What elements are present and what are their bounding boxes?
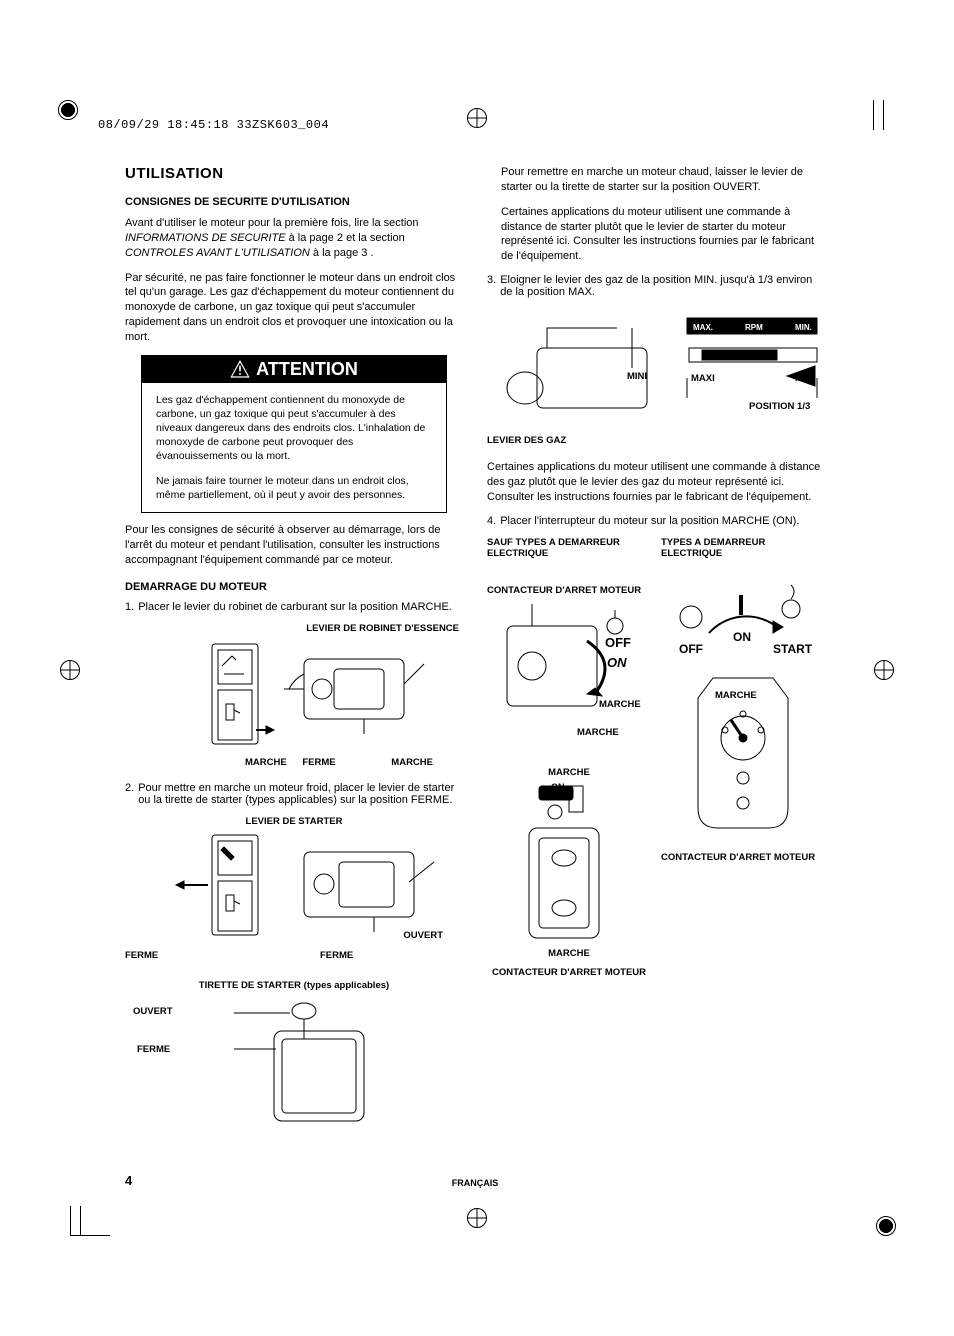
crop-bl	[70, 1206, 120, 1236]
page-title: UTILISATION	[125, 165, 463, 182]
warning-icon	[230, 360, 250, 378]
solid-mark-br	[876, 1216, 896, 1236]
switch-col-left: SAUF TYPES A DEMARREUR ELECTRIQUE CONTAC…	[487, 537, 651, 978]
step-4: 4. Placer l'interrupteur du moteur sur l…	[487, 515, 825, 527]
register-mark-right	[874, 660, 894, 680]
fig3-title: TIRETTE DE STARTER (types applicables)	[125, 980, 463, 991]
intro-paragraph: Avant d'utiliser le moteur pour la premi…	[125, 216, 463, 261]
right-column: Pour remettre en marche un moteur chaud,…	[487, 165, 825, 1148]
page-number: 4	[125, 1173, 132, 1188]
attention-body: Les gaz d'échappement contiennent du mon…	[142, 383, 446, 512]
attention-p1: Les gaz d'échappement contiennent du mon…	[156, 393, 432, 464]
step-1: 1. Placer le levier du robinet de carbur…	[125, 601, 463, 613]
consignes-p2: Pour les consignes de sécurité à observe…	[125, 523, 463, 568]
switch-columns: SAUF TYPES A DEMARREUR ELECTRIQUE CONTAC…	[487, 537, 825, 978]
fig1-caption: LEVIER DE ROBINET D'ESSENCE	[125, 623, 459, 634]
section-consignes: CONSIGNES DE SECURITE D'UTILISATION	[125, 196, 463, 208]
crop-tr	[834, 100, 884, 130]
section-demarrage: DEMARRAGE DU MOTEUR	[125, 581, 463, 593]
p-remettre: Pour remettre en marche un moteur chaud,…	[501, 165, 825, 195]
page-content: UTILISATION CONSIGNES DE SECURITE D'UTIL…	[125, 165, 825, 1148]
p-apps1: Certaines applications du moteur utilise…	[501, 205, 825, 264]
figure-starter-pull: TIRETTE DE STARTER (types applicables) O…	[125, 980, 463, 1134]
safety-paragraph: Par sécurité, ne pas faire fonctionner l…	[125, 271, 463, 345]
register-mark-left	[60, 660, 80, 680]
rocker-switch-illustration	[509, 778, 629, 948]
throttle-caption: LEVIER DES GAZ	[487, 435, 825, 446]
step-3: 3. Eloigner le levier des gaz de la posi…	[487, 274, 825, 298]
register-mark-top	[467, 108, 487, 128]
figure-starter-lever: LEVIER DE STARTER FERME OUVERT FERME	[125, 816, 463, 966]
step-2: 2. Pour mettre en marche un moteur froid…	[125, 782, 463, 806]
switch-col-right: TYPES A DEMARREUR ELECTRIQUE OFF ON STAR…	[661, 537, 825, 978]
page-footer: 4 FRANÇAIS	[125, 1173, 825, 1188]
attention-box: ATTENTION Les gaz d'échappement contienn…	[141, 355, 447, 513]
p-apps2: Certaines applications du moteur utilise…	[487, 460, 825, 505]
fig2-caption: LEVIER DE STARTER	[125, 816, 463, 827]
starter-pull-illustration	[194, 991, 394, 1131]
left-column: UTILISATION CONSIGNES DE SECURITE D'UTIL…	[125, 165, 463, 1148]
attention-header: ATTENTION	[142, 356, 446, 383]
language-label: FRANÇAIS	[452, 1178, 499, 1188]
figure-fuel-lever: LEVIER DE ROBINET D'ESSENCE	[125, 623, 463, 768]
register-mark-bottom	[467, 1208, 487, 1228]
starter-lever-illustration	[144, 827, 444, 947]
solid-mark-tl	[58, 100, 78, 120]
timestamp: 08/09/29 18:45:18 33ZSK603_004	[98, 118, 329, 132]
fuel-lever-illustration	[154, 634, 434, 754]
figure-throttle: MINI MAXI MINI POSITION 1/3 MAX. RPM MIN…	[487, 308, 825, 446]
attention-p2: Ne jamais faire tourner le moteur dans u…	[156, 474, 432, 502]
